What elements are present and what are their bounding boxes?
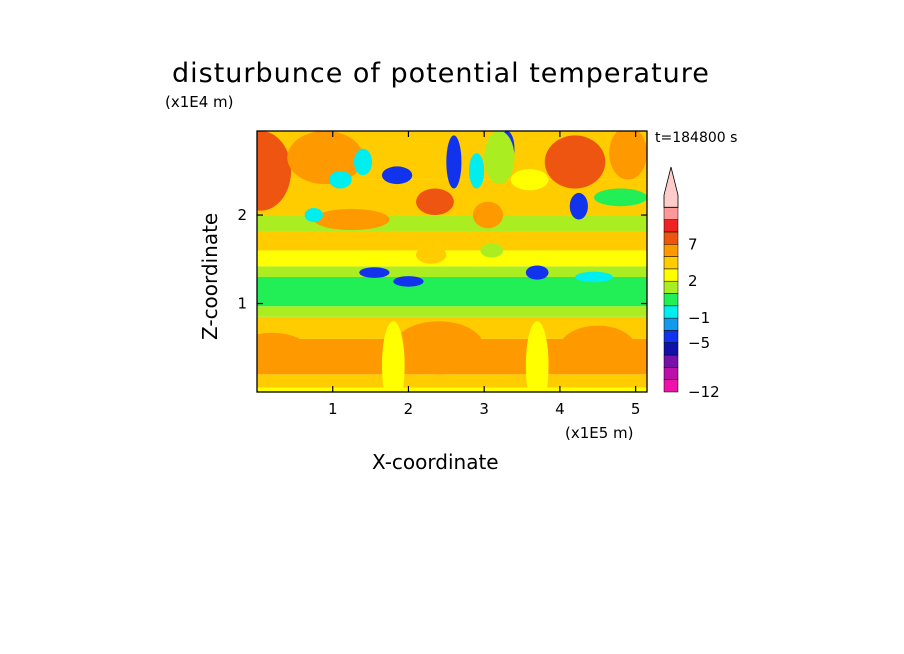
contour-feature [353,148,373,176]
colorbar-label: −1 [688,309,710,327]
time-label: t=184800 s [655,130,738,146]
contour-band [257,276,647,307]
contour-feature [510,169,549,191]
colorbar-swatch [663,330,679,343]
contour-feature [480,243,504,258]
contour-feature [287,131,364,185]
contour-band [257,374,647,388]
contour-band [257,230,647,251]
contour-feature [484,131,515,185]
contour-feature [381,321,405,392]
colorbar-label: 7 [688,235,698,253]
y-axis-unit: (x1E4 m) [165,93,234,111]
contour-band [257,387,647,392]
contour-feature [569,192,588,220]
colorbar-swatch [663,244,679,257]
contour-feature [559,325,636,370]
colorbar-swatch [663,305,679,319]
contour-feature [446,135,462,189]
colorbar-swatch [663,342,679,356]
x-tick-label: 3 [479,400,489,418]
colorbar-swatch [663,367,679,380]
contour-feature [525,265,549,280]
contour-field [257,131,647,392]
colorbar-label: −12 [688,383,720,401]
colorbar-swatch [663,317,679,331]
y-tick-label: 1 [237,295,247,313]
x-tick-label: 1 [328,400,338,418]
contour-feature [609,131,647,180]
contour-band [257,306,647,317]
colorbar-label: 2 [688,272,698,290]
colorbar-swatch [663,256,679,270]
x-tick-label: 5 [631,400,641,418]
contour-feature [416,188,454,216]
chart-title: disturbunce of potential temperature [172,58,710,89]
contour-band [257,250,647,267]
x-tick-label: 2 [404,400,414,418]
axes: 1 2 3 4 5 1 2 [237,131,647,418]
contour-feature [472,201,504,229]
contour-feature [575,271,613,283]
colorbar-swatch [663,354,679,368]
x-tick-label: 4 [555,400,565,418]
contour-feature [416,246,447,264]
colorbar-swatch [663,219,679,233]
colorbar-swatch [663,231,679,245]
contour-feature [257,131,292,211]
colorbar: −12−5−127 [663,166,720,401]
y-tick-label: 2 [237,206,247,224]
contour-feature [544,135,606,189]
contour-feature [469,153,485,189]
contour-feature [593,188,647,207]
colorbar-swatch [663,379,679,393]
contour-feature [359,267,390,278]
plot-frame [256,130,648,393]
contour-feature [304,207,323,223]
x-axis-label: X-coordinate [372,450,499,474]
contour-band [257,266,647,277]
contour-feature [328,170,352,189]
contour-feature [257,332,310,372]
contour-feature [525,321,549,392]
colorbar-swatch [663,280,679,294]
colorbar-swatch [663,293,679,307]
contour-feature [393,321,485,375]
colorbar-swatch [663,207,679,220]
x-axis-unit: (x1E5 m) [565,424,634,442]
colorbar-label: −5 [688,334,710,352]
contour-feature [313,208,390,231]
colorbar-swatch [663,268,679,282]
contour-feature [393,276,424,287]
contour-feature [381,166,413,185]
colorbar-extend-arrow [663,166,679,208]
